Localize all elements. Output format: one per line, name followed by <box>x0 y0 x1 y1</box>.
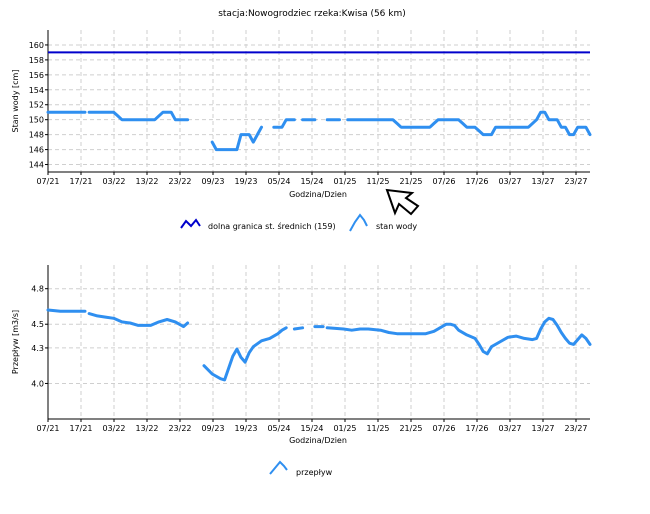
flow-grid <box>47 265 590 419</box>
water-level-xtick-label: 19/23 <box>234 177 257 186</box>
flow-series-segment <box>46 308 87 313</box>
water-level-xtick-label: 21/25 <box>399 177 422 186</box>
water-level-x-label: Godzina/Dzien <box>289 190 347 199</box>
flow-xtick-label: 17/26 <box>465 424 488 433</box>
flow-legend: przepływ <box>269 460 333 477</box>
flow-xtick-label: 07/26 <box>432 424 455 433</box>
flow-xtick-label: 03/22 <box>102 424 125 433</box>
flow-xtick-label: 07/21 <box>36 424 59 433</box>
water-level-ytick-label: 160 <box>29 41 44 50</box>
water-level-xtick-label: 17/26 <box>465 177 488 186</box>
water-level-xtick-label: 07/26 <box>432 177 455 186</box>
flow-xtick-label: 19/23 <box>234 424 257 433</box>
water-level-series-segment <box>272 118 296 129</box>
flow-xtick-label: 23/27 <box>564 424 587 433</box>
flow-ytick-label: 4.0 <box>31 379 44 388</box>
flow-xtick-label: 05/24 <box>267 424 290 433</box>
chart-title: stacja:Nowogrodziec rzeka:Kwisa (56 km) <box>218 9 406 19</box>
water-level-y-label: Stan wody [cm] <box>11 70 20 133</box>
water-level-ytick-label: 146 <box>29 146 44 155</box>
water-level-series <box>46 110 592 152</box>
water-level-series-segment <box>210 125 263 152</box>
water-level-xtick-label: 01/25 <box>333 177 356 186</box>
flow-x-ticks: 07/21 17/21 03/22 13/22 23/22 09/23 19/23 05/24… <box>36 419 588 433</box>
water-level-xtick-label: 03/22 <box>102 177 125 186</box>
water-level-xtick-label: 05/24 <box>267 177 290 186</box>
flow-xtick-label: 11/25 <box>366 424 389 433</box>
flow-y-label: Przepływ [m3/s] <box>11 310 20 374</box>
flow-ytick-label: 4.5 <box>31 320 44 329</box>
water-level-legend: dolna granica st. średnich (159) stan wo… <box>180 213 417 232</box>
water-level-ytick-label: 158 <box>29 56 44 65</box>
water-level-grid <box>47 30 590 172</box>
flow-series <box>46 308 592 382</box>
water-level-xtick-label: 13/27 <box>531 177 554 186</box>
water-level-xtick-label: 23/27 <box>564 177 587 186</box>
water-level-chart: 144 146 148 150 152 154 156 158 160 07/21 17/21 03… <box>11 30 592 232</box>
water-level-ytick-label: 156 <box>29 71 44 80</box>
flow-y-ticks: 4.0 4.3 4.5 4.8 <box>31 285 48 388</box>
water-level-xtick-label: 11/25 <box>366 177 389 186</box>
flow-xtick-label: 13/22 <box>135 424 158 433</box>
flow-x-label: Godzina/Dzien <box>289 436 347 445</box>
water-level-ytick-label: 144 <box>29 161 44 170</box>
legend-threshold-symbol <box>180 218 201 229</box>
mouse-cursor-icon <box>385 188 420 216</box>
flow-series-segment <box>87 312 190 329</box>
legend-series-label: stan wody <box>376 222 417 231</box>
water-level-ytick-label: 150 <box>29 116 44 125</box>
legend-series-symbol <box>349 213 368 232</box>
water-level-series-segment <box>346 110 592 137</box>
water-level-series-segment <box>87 110 190 122</box>
flow-ytick-label: 4.8 <box>31 285 44 294</box>
water-level-y-ticks: 144 146 148 150 152 154 156 158 160 <box>29 41 48 170</box>
water-level-ytick-label: 148 <box>29 131 44 140</box>
water-level-xtick-label: 15/24 <box>300 177 323 186</box>
legend-threshold-label: dolna granica st. średnich (159) <box>208 221 336 231</box>
flow-ytick-label: 4.3 <box>31 344 44 353</box>
water-level-ytick-label: 152 <box>29 101 44 110</box>
flow-xtick-label: 21/25 <box>399 424 422 433</box>
water-level-xtick-label: 23/22 <box>168 177 191 186</box>
water-level-x-ticks: 07/21 17/21 03/22 13/22 23/22 09/23 19/23 05/24… <box>36 172 588 186</box>
water-level-ytick-label: 154 <box>29 86 44 95</box>
flow-xtick-label: 17/21 <box>69 424 92 433</box>
water-level-xtick-label: 17/21 <box>69 177 92 186</box>
flow-xtick-label: 13/27 <box>531 424 554 433</box>
legend-flow-label: przepływ <box>296 468 333 477</box>
water-level-xtick-label: 03/27 <box>498 177 521 186</box>
water-level-xtick-label: 07/21 <box>36 177 59 186</box>
flow-xtick-label: 09/23 <box>201 424 224 433</box>
flow-chart: 4.0 4.3 4.5 4.8 07/21 17/21 03/22 13/22 23/22 09… <box>11 265 592 477</box>
flow-xtick-label: 23/22 <box>168 424 191 433</box>
flow-xtick-label: 03/27 <box>498 424 521 433</box>
flow-xtick-label: 01/25 <box>333 424 356 433</box>
flow-series-segment <box>292 326 305 331</box>
water-level-xtick-label: 09/23 <box>201 177 224 186</box>
flow-series-segment <box>202 326 288 382</box>
legend-flow-symbol <box>269 460 288 475</box>
flow-xtick-label: 15/24 <box>300 424 323 433</box>
water-level-xtick-label: 13/22 <box>135 177 158 186</box>
flow-series-segment <box>325 316 592 356</box>
